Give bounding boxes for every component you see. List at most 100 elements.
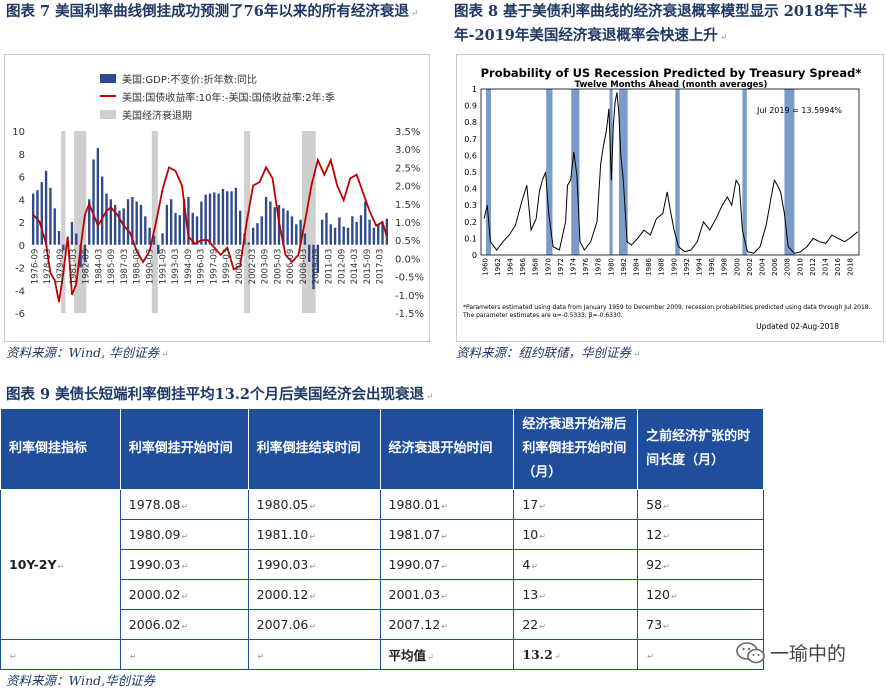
recession-band: [486, 89, 492, 255]
table-average-row: ↵ ↵ ↵ 平均值↵ 13.2↵ ↵: [0, 639, 764, 670]
x-tick-label: 1962: [494, 258, 502, 276]
x-tick-label: 1972: [557, 258, 565, 276]
gdp-bar: [148, 227, 151, 245]
table-cell: 2000.12↵: [247, 579, 381, 610]
figure-8-svg: Probability of US Recession Predicted by…: [462, 66, 871, 331]
x-tick-label: 2017-03: [376, 249, 386, 285]
table-cell: 120↵: [637, 579, 764, 610]
x-tick-label: 2012: [809, 258, 817, 276]
table-row: 1990.03↵ 1990.03↵ 1990.07↵ 4↵ 92↵: [1, 549, 764, 580]
legend-gdp-swatch: [100, 73, 116, 83]
table-cell: 1990.07↵: [379, 549, 515, 580]
x-tick-label: 1974: [570, 257, 578, 275]
recession-band: [675, 89, 680, 255]
gdp-bar: [351, 216, 354, 245]
gdp-bar: [131, 196, 134, 245]
y-left-tick: 6: [19, 173, 25, 184]
x-tick-label: 1970: [544, 258, 552, 276]
gdp-bar: [217, 193, 220, 245]
gdp-bar: [308, 244, 311, 262]
y-left-tick: 0: [19, 241, 25, 252]
x-tick-label: 2012-09: [337, 249, 347, 285]
table-cell: 12↵: [637, 519, 764, 550]
gdp-bar: [118, 210, 121, 245]
header-expansion-months: 之前经济扩张的时间长度（月）: [637, 408, 764, 490]
gdp-bar: [191, 212, 194, 245]
x-tick-label: 2000-09: [235, 249, 245, 285]
gdp-bar: [377, 224, 380, 245]
gdp-bar: [368, 219, 371, 245]
x-tick-label: 1982-09: [82, 249, 92, 285]
x-tick-label: 2016: [834, 257, 842, 275]
table-cell: 1990.03↵: [247, 549, 381, 580]
x-tick-label: 1980: [607, 258, 615, 276]
gdp-bar: [346, 227, 350, 245]
x-tick-label: 2006-09: [286, 249, 296, 285]
gdp-bar: [282, 208, 285, 245]
gdp-bar: [247, 242, 251, 245]
average-label: 平均值↵: [379, 639, 515, 670]
x-tick-label: 1998: [721, 258, 729, 276]
recession-band: [61, 131, 66, 313]
gdp-bar: [316, 244, 320, 274]
gdp-bar: [92, 159, 95, 245]
x-tick-label: 1999-03: [222, 249, 232, 285]
table-cell: 1980.01↵: [379, 489, 515, 520]
table-cell: 2007.12↵: [379, 609, 515, 640]
y-right-tick: -1.5%: [395, 309, 424, 320]
gdp-bar: [157, 244, 160, 254]
y-tick: 0.8: [464, 118, 477, 127]
x-tick-label: 1985-09: [107, 249, 117, 285]
probability-line: [483, 92, 859, 254]
x-tick-label: 1966: [519, 257, 527, 275]
legend-gdp: 美国:GDP:不变价:折年数:同比: [100, 69, 335, 87]
figure-7-caption-text: 图表 7 美国利率曲线倒挂成功预测了76年以来的所有经济衰退: [6, 3, 409, 20]
gdp-bar: [355, 222, 358, 245]
gdp-bar: [230, 191, 233, 245]
inversion-table: 利率倒挂指标 利率倒挂开始时间 利率倒挂结束时间 经济衰退开始时间 经济衰退开始…: [0, 408, 764, 670]
x-tick-label: 2011-03: [324, 249, 334, 285]
gdp-bar: [381, 222, 384, 245]
y-tick: 0: [472, 251, 477, 260]
header-inversion-end: 利率倒挂结束时间: [247, 408, 381, 490]
figure-8-caption: 图表 8 基于美债利率曲线的经济衰退概率模型显示 2018年下半年-2019年美…: [454, 3, 868, 44]
x-tick-label: 1976: [582, 257, 590, 275]
wechat-icon: [736, 641, 765, 663]
y-left-tick: 2: [19, 218, 25, 229]
table-header-row: 利率倒挂指标 利率倒挂开始时间 利率倒挂结束时间 经济衰退开始时间 经济衰退开始…: [0, 408, 764, 490]
header-indicator: 利率倒挂指标: [0, 408, 121, 490]
watermark: 一瑜中的: [736, 639, 846, 666]
gdp-bar: [239, 210, 242, 245]
table-body: 10Y-2Y↵ 1978.08↵ 1980.05↵ 1980.01↵ 17↵ 5…: [0, 489, 764, 670]
table-row: 1980.09↵ 1981.10↵ 1981.07↵ 10↵ 12↵: [1, 519, 764, 550]
x-tick-label: 2005-03: [273, 249, 283, 285]
x-tick-label: 1986: [645, 257, 653, 275]
gdp-bar: [113, 204, 117, 245]
x-tick-label: 1993-03: [171, 249, 181, 285]
x-tick-label: 2014: [822, 257, 830, 275]
y-left-tick: 4: [19, 195, 25, 206]
gdp-bar: [109, 199, 112, 245]
gdp-bar: [165, 204, 169, 245]
recession-band: [151, 131, 158, 313]
y-left-tick: 10: [12, 127, 25, 138]
y-tick: 0.2: [464, 218, 477, 227]
y-left-tick: -6: [15, 309, 25, 320]
gdp-bar: [200, 201, 203, 245]
gdp-bar: [364, 201, 367, 245]
x-tick-label: 1997-09: [209, 249, 219, 285]
x-tick-label: 1979-09: [56, 249, 66, 285]
gdp-bar: [169, 199, 173, 245]
gdp-bar: [260, 216, 263, 245]
y-tick: 0.3: [464, 201, 477, 210]
x-tick-label: 2002: [746, 258, 754, 276]
header-lag-months: 经济衰退开始滞后利率倒挂开始时间（月）: [513, 408, 639, 490]
legend-spread-swatch: [100, 95, 116, 97]
table-cell: 1990.03↵: [119, 549, 249, 580]
gdp-bar: [269, 201, 272, 245]
gdp-bar: [161, 233, 164, 245]
table-cell: 2006.02↵: [119, 609, 249, 640]
figure-9-source: 资料来源：Wind,华创证券: [6, 673, 155, 689]
gdp-bar: [338, 217, 341, 245]
figure-8-source: 资料来源：纽约联储，华创证券 ↵: [456, 345, 641, 360]
